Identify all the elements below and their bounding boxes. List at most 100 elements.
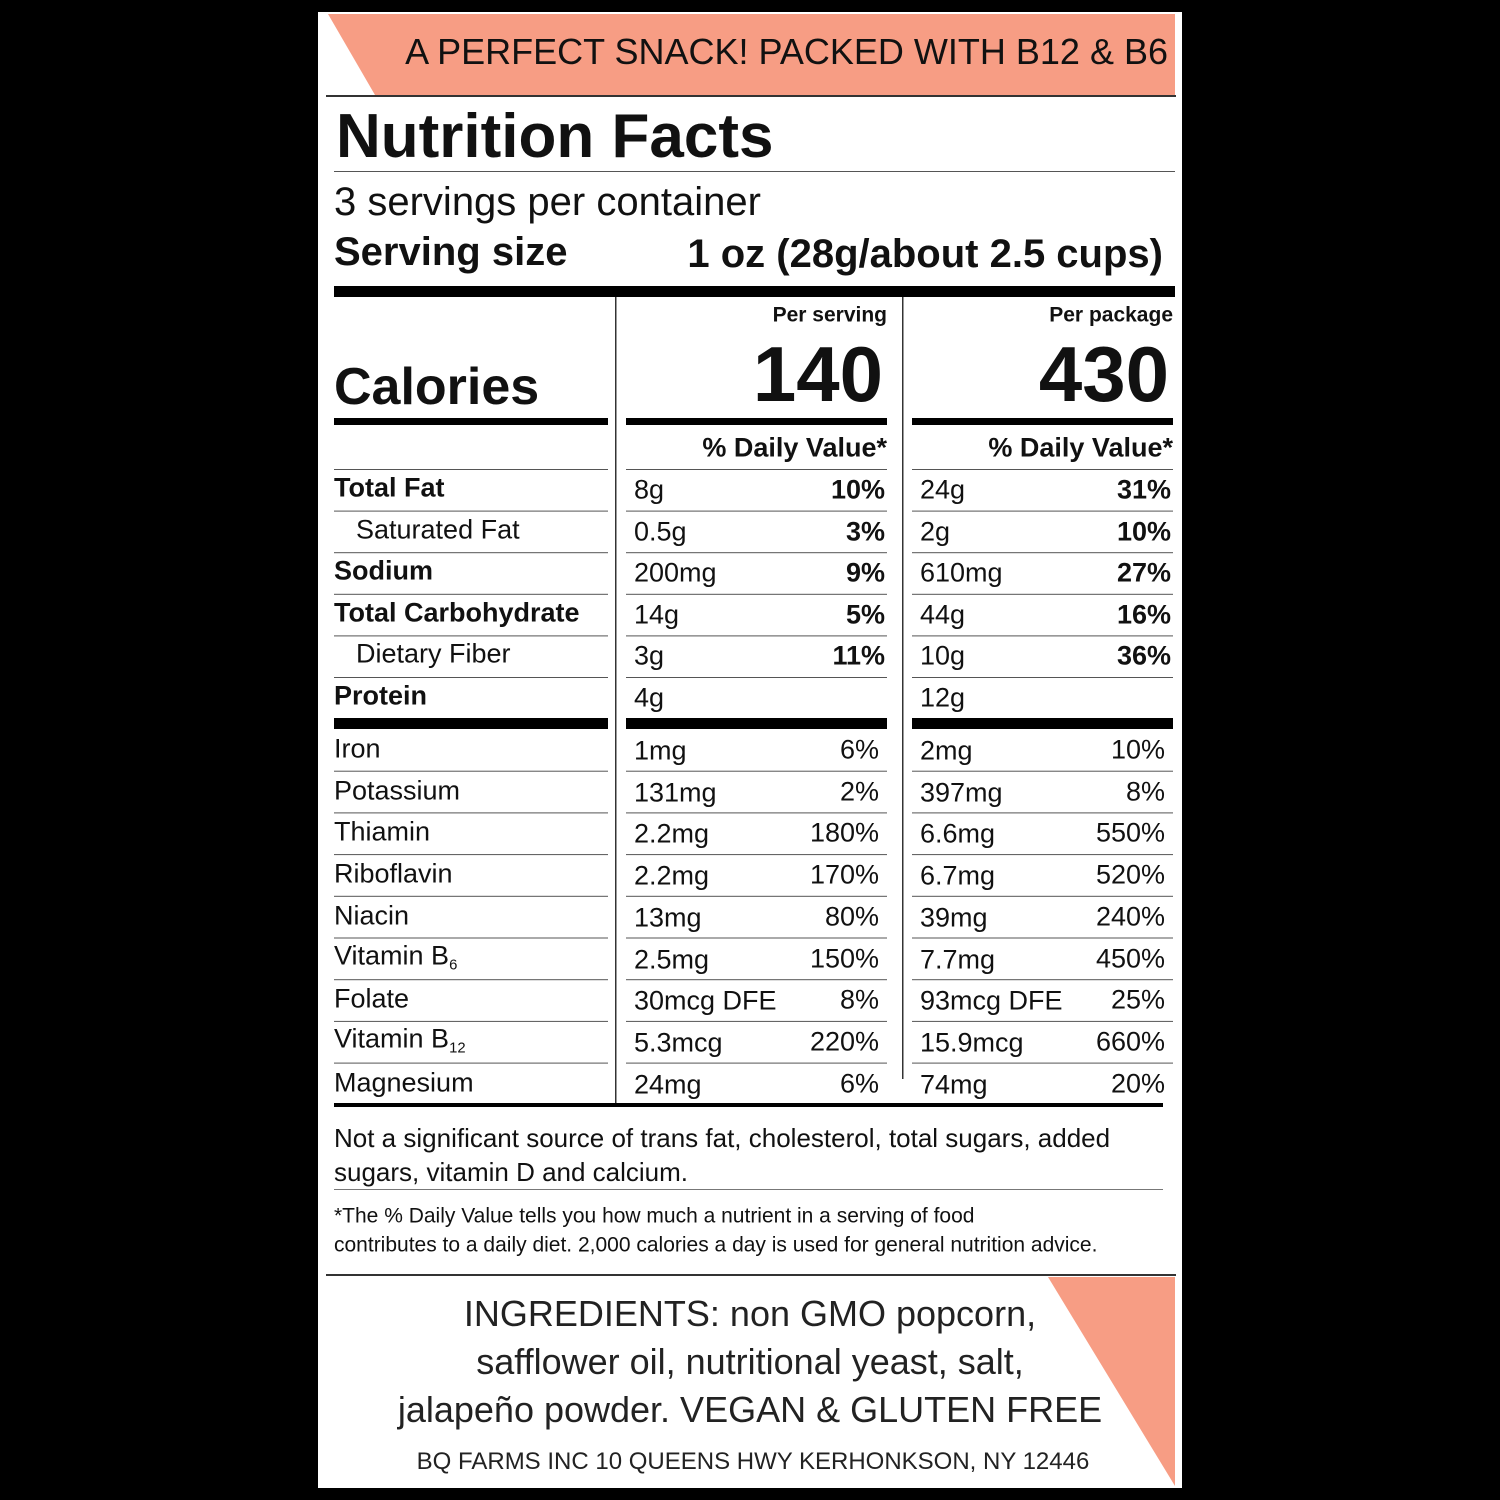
vitamin-name: Magnesium (334, 1067, 474, 1098)
nutrient-name: Saturated Fat (356, 514, 520, 545)
row-rule (626, 1062, 887, 1064)
nutrient-name: Dietary Fiber (356, 638, 511, 669)
row-rule (912, 552, 1173, 554)
row-rule (334, 635, 608, 637)
footnote-line: contributes to a daily diet. 2,000 calor… (334, 1233, 1098, 1257)
daily-value: 20% (1110, 1068, 1165, 1099)
amount: 200mg (634, 557, 717, 588)
amount: 93mcg DFE (920, 985, 1063, 1016)
vitamin-name: Thiamin (334, 816, 431, 847)
serving-size-value: 1 oz (28g/about 2.5 cups) (687, 232, 1163, 276)
row-rule (626, 895, 887, 897)
title: Nutrition Facts (336, 102, 774, 171)
row-rule (912, 895, 1173, 897)
amount: 7.7mg (920, 944, 996, 974)
calories-value: 140 (752, 330, 883, 418)
row-rule (626, 469, 887, 470)
note-rule (334, 1189, 1163, 1190)
amount: 44g (920, 599, 966, 630)
nutrition-label: A PERFECT SNACK! PACKED WITH B12 & B6 Nut… (318, 12, 1182, 1488)
amount: 2g (920, 516, 951, 547)
daily-value: 5% (845, 599, 885, 630)
row-rule (334, 895, 608, 897)
amount: 2.2mg (634, 818, 710, 849)
row-rule (334, 469, 608, 470)
vitamin-name: Potassium (334, 775, 461, 806)
row-rule (626, 593, 887, 595)
amount: 39mg (920, 902, 988, 933)
daily-value: 220% (809, 1026, 879, 1057)
section-rule (334, 718, 608, 729)
row-rule (912, 677, 1173, 678)
amount: 0.5g (634, 516, 687, 547)
daily-value: 180% (809, 817, 879, 848)
row-rule (626, 510, 887, 512)
banner-text: A PERFECT SNACK! PACKED WITH B12 & B6 (405, 31, 1168, 72)
vitamin-name: Riboflavin (334, 858, 453, 889)
daily-value: 31% (1116, 474, 1171, 505)
nutrient-name: Total Fat (334, 472, 445, 503)
daily-value: 520% (1095, 859, 1165, 890)
daily-value: 16% (1116, 599, 1171, 630)
row-rule (912, 937, 1173, 939)
daily-value: 6% (839, 734, 879, 765)
row-rule (626, 677, 887, 678)
daily-value: 80% (824, 901, 879, 932)
row-rule (626, 1020, 887, 1022)
serving-size-label: Serving size (334, 230, 568, 274)
column-header: Per serving (772, 303, 887, 327)
daily-value: 8% (839, 984, 879, 1015)
daily-value: 550% (1095, 817, 1165, 848)
row-rule (626, 979, 887, 981)
row-rule (334, 979, 608, 981)
daily-value: 150% (809, 943, 879, 973)
calories-value: 430 (1038, 330, 1169, 418)
amount: 131mg (634, 777, 717, 808)
bottom-rule (334, 1103, 1163, 1107)
amount: 24mg (634, 1069, 702, 1100)
daily-value: 2% (839, 776, 879, 807)
row-rule (334, 593, 608, 595)
row-rule (626, 937, 887, 939)
daily-value: 9% (845, 557, 885, 588)
row-rule (912, 770, 1173, 772)
amount: 6.7mg (920, 860, 996, 891)
daily-value: 25% (1110, 984, 1165, 1015)
row-rule (912, 979, 1173, 981)
section-rule (912, 718, 1173, 729)
column-divider (902, 297, 904, 1079)
row-rule (912, 1020, 1173, 1022)
row-rule (334, 854, 608, 856)
section-rule (626, 718, 887, 729)
note-line: sugars, vitamin D and calcium. (334, 1157, 689, 1187)
amount: 30mcg DFE (634, 985, 777, 1016)
daily-value: 6% (839, 1068, 879, 1099)
amount: 6.6mg (920, 818, 996, 849)
amount: 74mg (920, 1069, 988, 1100)
ingredients-accent (1048, 1277, 1175, 1486)
calories-rule (626, 418, 887, 425)
banner-band (328, 14, 1175, 95)
amount: 2.5mg (634, 944, 710, 974)
subscript: 12 (449, 1040, 466, 1057)
daily-value-header: % Daily Value* (988, 432, 1173, 463)
subscript: 6 (449, 957, 458, 974)
note-line: Not a significant source of trans fat, c… (334, 1123, 1111, 1153)
amount: 10g (920, 640, 966, 671)
ingredients-line: jalapeño powder. VEGAN & GLUTEN FREE (397, 1389, 1103, 1430)
row-rule (912, 812, 1173, 814)
amount: 2.2mg (634, 860, 710, 891)
amount: 12g (920, 682, 966, 713)
row-rule (626, 770, 887, 772)
amount: 13mg (634, 902, 702, 933)
row-rule (334, 770, 608, 772)
daily-value: 660% (1095, 1026, 1165, 1057)
daily-value: 10% (1110, 734, 1165, 765)
row-rule (912, 1062, 1173, 1064)
column-divider (615, 297, 617, 1104)
daily-value: 10% (830, 474, 885, 505)
row-rule (626, 812, 887, 814)
amount: 2mg (920, 735, 973, 766)
calories-label: Calories (334, 358, 540, 416)
row-rule (626, 552, 887, 554)
